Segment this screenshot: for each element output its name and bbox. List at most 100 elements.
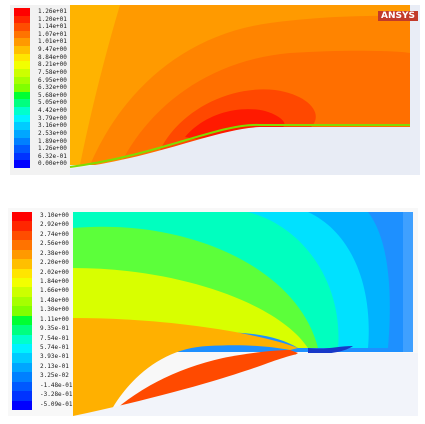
legend-label: 1.84e+00 [40, 278, 69, 285]
legend-color-block [12, 230, 32, 241]
legend-color-block [14, 61, 30, 70]
legend-label: 8.21e+00 [38, 61, 67, 69]
legend-color-block [14, 137, 30, 146]
legend-color-block [14, 107, 30, 116]
legend-color-block [12, 372, 32, 383]
legend-label: 8.84e+00 [38, 53, 67, 61]
legend-label: 1.89e+00 [38, 137, 67, 145]
legend-color-block [12, 391, 32, 402]
legend-label: 1.26e+01 [38, 8, 67, 15]
legend-label: 6.95e+00 [38, 76, 67, 84]
legend-label: 0.00e+00 [38, 160, 67, 168]
legend-color-block [14, 122, 30, 131]
legend-color-block [12, 221, 32, 232]
legend-color-block [12, 400, 32, 411]
legend-label: 3.16e+00 [38, 122, 67, 130]
legend-label: 1.14e+01 [38, 23, 67, 31]
top-color-legend: 1.26e+01 1.20e+01 1.14e+01 1.07e+01 1.01e+01… [14, 8, 74, 169]
legend-color-block [12, 306, 32, 317]
legend-color-block [14, 99, 30, 108]
bottom-band-6 [73, 318, 298, 416]
legend-color-block [12, 353, 32, 364]
legend-color-block [14, 76, 30, 85]
legend-label: 2.13e-01 [40, 362, 69, 370]
bottom-stag-point [308, 346, 353, 354]
bottom-right-strip [403, 212, 413, 352]
legend-color-block [14, 30, 30, 39]
legend-label: 1.01e+01 [38, 38, 67, 46]
legend-label: -1.48e-01 [40, 381, 73, 389]
legend-label: 2.20e+00 [40, 259, 69, 267]
legend-color-block [12, 249, 32, 260]
legend-label: 2.74e+00 [40, 230, 69, 238]
legend-label: -3.28e-01 [40, 391, 73, 399]
legend-label: 5.74e-01 [40, 344, 69, 351]
legend-label: 6.32e+00 [38, 84, 67, 92]
legend-color-block [14, 84, 30, 93]
legend-color-block [12, 278, 32, 288]
legend-color-block [12, 381, 32, 392]
legend-color-block [14, 68, 30, 78]
legend-color-block [12, 259, 32, 270]
bottom-wall-region [73, 353, 418, 416]
legend-label: 5.05e+00 [38, 99, 67, 107]
legend-label: 9.35e-01 [40, 325, 69, 333]
top-wall-region [70, 127, 410, 175]
legend-color-block [14, 15, 30, 24]
legend-color-block [12, 344, 32, 354]
legend-color-block [12, 287, 32, 298]
top-green-line [69, 123, 410, 168]
legend-label: 7.54e-01 [40, 334, 69, 342]
legend-label: 2.38e+00 [40, 249, 69, 257]
legend-label: 1.48e+00 [40, 296, 69, 304]
legend-label: 5.68e+00 [38, 91, 67, 99]
legend-label: 4.42e+00 [38, 107, 67, 115]
legend-label: 1.66e+00 [40, 287, 69, 295]
top-core-contour [185, 109, 285, 139]
bottom-band-5 [73, 268, 308, 416]
legend-label: -5.09e-01 [40, 400, 73, 408]
legend-color-block [14, 152, 30, 161]
legend-label: 1.26e+00 [38, 145, 67, 153]
legend-color-block [12, 240, 32, 251]
legend-color-block [14, 38, 30, 47]
legend-label: 9.47e+00 [38, 46, 67, 54]
top-contour-plot [69, 5, 420, 175]
legend-label: 3.93e-01 [40, 353, 69, 361]
legend-color-block [12, 325, 32, 336]
legend-label: 2.92e+00 [40, 221, 69, 229]
legend-color-block [14, 53, 30, 62]
legend-color-block [14, 129, 30, 138]
legend-color-block [14, 23, 30, 32]
legend-label: 6.32e-01 [38, 152, 67, 160]
legend-color-block [12, 296, 32, 307]
legend-label: 3.10e+00 [40, 212, 69, 219]
bottom-contour-panel: 3.10e+00 2.92e+00 2.74e+00 2.56e+00 2.38e+00… [8, 208, 418, 416]
top-right-edge [410, 5, 420, 175]
legend-label: 2.02e+00 [40, 268, 69, 276]
legend-color-block [12, 268, 32, 279]
legend-label: 3.25e-02 [40, 372, 69, 380]
bottom-contour-plot [73, 212, 418, 416]
legend-color-block [14, 160, 30, 169]
ansys-logo: ANSYS [378, 11, 418, 21]
legend-color-block [12, 315, 32, 326]
legend-label: 1.30e+00 [40, 306, 69, 314]
legend-color-block [12, 334, 32, 345]
legend-label: 3.79e+00 [38, 114, 67, 122]
legend-color-block [14, 91, 30, 100]
legend-color-block [14, 8, 30, 17]
legend-label: 1.20e+01 [38, 15, 67, 23]
legend-color-block [14, 114, 30, 123]
legend-label: 7.58e+00 [38, 68, 67, 76]
bottom-color-legend: 3.10e+00 2.92e+00 2.74e+00 2.56e+00 2.38e+00… [12, 212, 82, 411]
legend-color-block [12, 362, 32, 373]
top-inlet-band [70, 5, 120, 165]
legend-label: 2.53e+00 [38, 129, 67, 137]
legend-label: 1.07e+01 [38, 30, 67, 38]
legend-label: 1.11e+00 [40, 315, 69, 323]
legend-color-block [14, 46, 30, 55]
top-contour-panel: 1.26e+01 1.20e+01 1.14e+01 1.07e+01 1.01e+01… [10, 5, 420, 175]
legend-color-block [14, 145, 30, 154]
legend-color-block [12, 212, 32, 222]
